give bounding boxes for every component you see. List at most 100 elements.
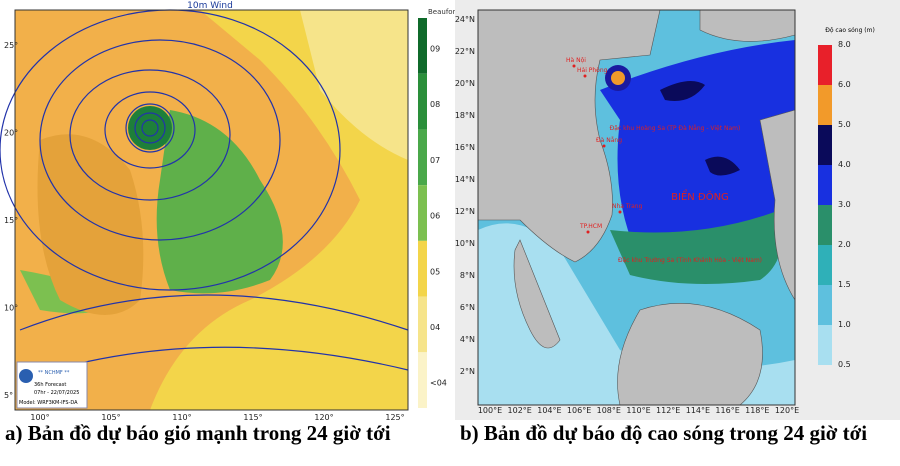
- zone-green: [156, 110, 283, 294]
- place-label: Hải Phòng: [577, 67, 608, 74]
- mainland: [477, 9, 661, 263]
- logo-icon: [19, 369, 33, 383]
- legend-title: Độ cao sóng (m): [825, 27, 875, 34]
- sea-high: [600, 40, 795, 260]
- peninsula: [513, 239, 561, 349]
- lon-label: 118°E: [745, 406, 769, 415]
- hoang-sa: Đặc khu Hoàng Sa (TP Đà Nẵng - Việt Nam): [610, 125, 741, 132]
- lat-label: 20°N: [455, 79, 475, 88]
- lat-label: 10°: [4, 304, 18, 313]
- lat-label: 15°: [4, 216, 18, 225]
- colorbar-segment: [418, 352, 427, 408]
- logo-model: Model: WRF3KM-IFS-DA: [19, 400, 78, 406]
- lon-label: 120°E: [775, 406, 799, 415]
- place-dot: [586, 230, 590, 234]
- lat-label: 25°: [4, 41, 18, 50]
- sea-calm: [478, 223, 795, 405]
- lon-label: 100°E: [478, 406, 502, 415]
- legend-label: 09: [430, 44, 440, 53]
- colorbar-segment: [418, 129, 427, 186]
- place-labels: Hà Nội Hải Phòng Đà Nẵng Nha Trang TP.HCM: [566, 57, 643, 234]
- lat-label: 8°N: [460, 271, 475, 280]
- legend-label: 07: [430, 156, 440, 165]
- lat-label: 12°N: [455, 207, 475, 216]
- sea-name: BIỂN ĐÔNG: [671, 189, 729, 203]
- legend-label: 05: [430, 267, 440, 276]
- truong-sa: Đặc khu Trường Sa (Tỉnh Khánh Hòa - Việt…: [618, 257, 762, 264]
- sea-mid: [610, 210, 783, 284]
- land: [37, 134, 144, 315]
- colorbar-segment: [418, 185, 427, 241]
- sea-peak: [660, 81, 740, 176]
- legend-label: 08: [430, 100, 440, 109]
- lon-label: 104°E: [537, 406, 561, 415]
- colorbar-segment: [818, 45, 832, 85]
- zone-light: [300, 10, 408, 160]
- lat-label: 18°N: [455, 111, 475, 120]
- place-dot: [602, 144, 606, 148]
- place-label: Hà Nội: [566, 57, 586, 64]
- logo-org: ** NCHMF **: [38, 370, 70, 376]
- lon-label: 112°E: [656, 406, 680, 415]
- legend-label: 5.0: [838, 120, 851, 129]
- colorbar-segment: [818, 205, 832, 245]
- legend-label: 06: [430, 212, 440, 221]
- lon-label: 106°E: [567, 406, 591, 415]
- gulf-core: [611, 71, 625, 85]
- lon-label: 120°: [314, 413, 333, 422]
- lat-label: 16°N: [455, 143, 475, 152]
- legend-label: 8.0: [838, 40, 851, 49]
- place-label: Nha Trang: [612, 203, 643, 210]
- place-label: TP.HCM: [579, 223, 602, 230]
- colorbar-segment: [818, 85, 832, 125]
- colorbar-segment: [818, 325, 832, 365]
- caption: a) Bản đồ dự báo gió mạnh trong 24 giờ t…: [5, 421, 391, 445]
- legend-label: 1.0: [838, 320, 851, 329]
- place-dot: [583, 74, 587, 78]
- lat-label: 24°N: [455, 15, 475, 24]
- lat-label: 5°: [4, 391, 13, 400]
- logo-time: 07hr - 22/07/2025: [34, 390, 79, 396]
- legend-label: 04: [430, 323, 440, 332]
- lon-label: 116°E: [715, 406, 739, 415]
- legend-label: 6.0: [838, 80, 851, 89]
- lat-label: 10°N: [455, 239, 475, 248]
- colorbar-segment: [818, 245, 832, 285]
- logo-forecast: 36h Forecast: [34, 382, 66, 388]
- place-label: Đà Nẵng: [596, 137, 622, 144]
- colorbar-segment: [818, 165, 832, 205]
- lat-label: 14°N: [455, 175, 475, 184]
- lon-label: 125°: [385, 413, 404, 422]
- colorbar-segment: [818, 285, 832, 325]
- borneo: [617, 303, 763, 406]
- lat-label: 22°N: [455, 47, 475, 56]
- lon-label: 110°E: [626, 406, 650, 415]
- lon-label: 108°E: [597, 406, 621, 415]
- legend-label: <04: [430, 379, 447, 388]
- lon-label: 114°E: [686, 406, 710, 415]
- lon-label: 105°: [101, 413, 120, 422]
- lon-label: 115°: [243, 413, 262, 422]
- logo: ** NCHMF ** 36h Forecast 07hr - 22/07/20…: [16, 361, 88, 409]
- legend-label: 4.0: [838, 160, 851, 169]
- caption: b) Bản đồ dự báo độ cao sóng trong 24 gi…: [460, 421, 867, 445]
- place-dot: [618, 210, 622, 214]
- map-frame: [477, 9, 796, 406]
- lon-label: 110°: [172, 413, 191, 422]
- legend-label: 3.0: [838, 200, 851, 209]
- unit-label: Beaufort: [428, 8, 458, 16]
- colorbar-segment: [418, 18, 427, 74]
- legend-label: 2.0: [838, 240, 851, 249]
- lat-label: 4°N: [460, 335, 475, 344]
- wave-map: Hà Nội Hải Phòng Đà Nẵng Nha Trang TP.HCM BI…: [455, 0, 900, 445]
- legend-label: 0.5: [838, 360, 851, 369]
- isobars: [0, 9, 409, 381]
- map-frame: [14, 9, 409, 411]
- colorbar-segment: [418, 73, 427, 130]
- colorbar-segment: [818, 125, 832, 165]
- place-dot: [572, 64, 576, 68]
- lon-label: 102°E: [508, 406, 532, 415]
- map-title: 10m Wind: [187, 1, 233, 11]
- colorbar-segment: [418, 240, 427, 297]
